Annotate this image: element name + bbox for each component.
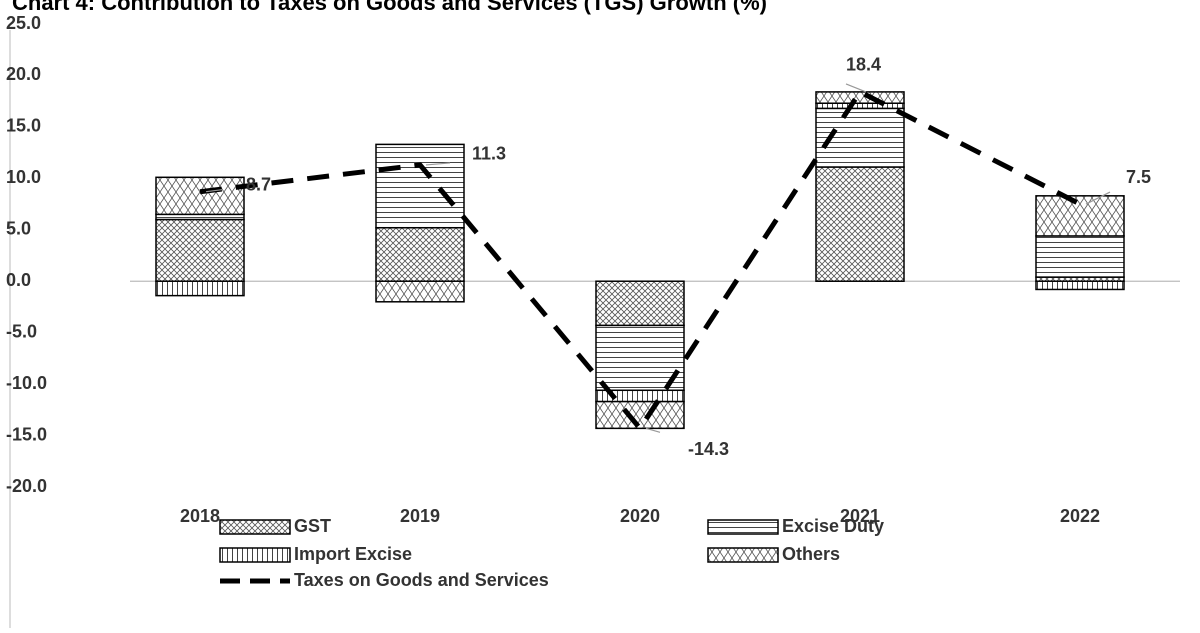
bar-segment [1035,195,1125,237]
bar-segment [375,226,465,282]
legend-label: Taxes on Goods and Services [294,570,549,590]
x-tick-label: 2018 [180,506,220,526]
y-tick-label: 25.0 [6,13,41,33]
chart-title: Chart 4: Contribution to Taxes on Goods … [12,0,767,15]
x-tick-label: 2019 [400,506,440,526]
line-series [199,88,1082,433]
bar-segment [155,176,245,216]
bar-segment [1035,235,1125,278]
bar-segment [815,91,905,104]
bar-segment [155,218,245,282]
legend-label: Import Excise [294,544,412,564]
legend-swatch [219,547,291,563]
data-label: 8.7 [246,174,271,194]
x-tick-label: 2022 [1060,506,1100,526]
legend-swatch [707,547,779,563]
legend-label: Others [782,544,840,564]
data-label: 18.4 [846,55,881,75]
y-tick-label: 15.0 [6,116,41,136]
bar-segment [1035,280,1125,291]
x-tick-label: 2021 [840,506,880,526]
leader-line [205,189,223,193]
y-tick-label: -15.0 [6,424,47,444]
data-label: 11.3 [472,144,506,164]
legend-label: GST [294,516,331,536]
leader-line [845,83,867,93]
bar-segment [155,280,245,297]
y-tick-label: -20.0 [6,476,47,496]
leader-line [425,162,451,166]
legend-swatch [219,519,291,535]
data-label: -14.3 [688,439,729,459]
bar-segment [375,280,465,303]
x-tick-label: 2020 [620,506,660,526]
leader-line [645,427,661,433]
y-tick-label: -10.0 [6,373,47,393]
bar-segment [595,280,685,327]
leader-line [1085,191,1111,205]
bar-segment [815,102,905,110]
bar-segment [155,213,245,221]
y-tick-label: 10.0 [6,167,41,187]
legend-swatch [707,519,779,535]
bar-segment [375,143,465,229]
bar-segment [815,166,905,282]
y-tick-label: 0.0 [6,270,31,290]
bar-segment [595,400,685,430]
data-label: 7.5 [1126,167,1151,187]
legend-label: Excise Duty [782,516,884,536]
y-tick-label: 20.0 [6,64,41,84]
y-tick-label: -5.0 [6,321,37,341]
y-tick-label: 5.0 [6,219,31,239]
